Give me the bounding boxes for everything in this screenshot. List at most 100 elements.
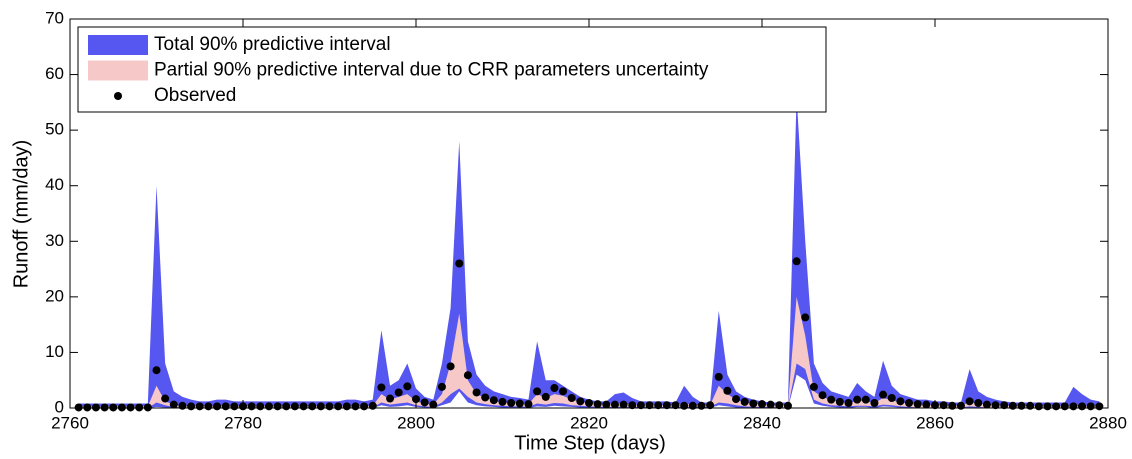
observed-point <box>360 402 369 411</box>
observed-point <box>1026 401 1035 410</box>
observed-point <box>515 399 524 408</box>
y-axis-label: Runoff (mm/day) <box>10 140 32 289</box>
x-tick-label: 2760 <box>51 413 89 432</box>
observed-point <box>325 402 334 411</box>
y-tick-label: 10 <box>45 342 64 361</box>
legend-swatch <box>88 60 148 81</box>
observed-point <box>213 402 222 411</box>
x-tick-label: 2880 <box>1089 413 1127 432</box>
observed-point <box>412 395 420 404</box>
observed-point <box>662 401 671 410</box>
observed-point <box>922 400 931 409</box>
x-axis-label: Time Step (days) <box>514 432 666 454</box>
x-tick-label: 2780 <box>224 413 262 432</box>
observed-point <box>948 401 957 410</box>
legend-label: Total 90% predictive interval <box>154 34 391 55</box>
observed-point <box>429 400 438 409</box>
observed-point <box>273 402 282 411</box>
x-tick-label: 2860 <box>916 413 954 432</box>
observed-point <box>1017 401 1026 410</box>
observed-point <box>559 387 568 396</box>
observed-point <box>792 257 801 266</box>
observed-point <box>567 393 576 402</box>
observed-point <box>308 402 317 411</box>
observed-point <box>282 402 291 411</box>
observed-point <box>775 401 784 410</box>
observed-point <box>1043 402 1052 411</box>
observed-point <box>740 397 749 406</box>
observed-point <box>100 403 109 412</box>
observed-point <box>386 394 395 403</box>
observed-point <box>334 402 343 411</box>
observed-point <box>187 402 196 411</box>
y-tick-label: 50 <box>45 120 64 139</box>
observed-point <box>221 402 230 411</box>
legend: Total 90% predictive interval Partial 90%… <box>77 26 827 113</box>
observed-point <box>204 402 213 411</box>
observed-point <box>541 392 550 401</box>
observed-point <box>316 402 325 411</box>
observed-point <box>1052 402 1061 411</box>
observed-point <box>576 397 585 406</box>
observed-point <box>818 391 827 400</box>
observed-point <box>982 400 991 409</box>
x-tick-label: 2800 <box>397 413 435 432</box>
observed-point <box>913 400 922 409</box>
observed-point <box>247 402 256 411</box>
observed-point <box>844 398 853 407</box>
y-tick-label: 60 <box>45 64 64 83</box>
interval-band <box>78 296 1100 408</box>
observed-point <box>394 388 403 397</box>
observed-point <box>290 402 299 411</box>
observed-point <box>463 371 472 380</box>
legend-label: Observed <box>154 85 236 106</box>
observed-point <box>974 398 983 407</box>
y-tick-label: 0 <box>55 397 64 416</box>
observed-point <box>636 401 645 410</box>
observed-point <box>749 399 758 408</box>
observed-point <box>83 403 92 412</box>
observed-point <box>117 403 126 412</box>
interval-band <box>78 96 1100 409</box>
observed-point <box>178 401 187 410</box>
y-tick-label: 20 <box>45 286 64 305</box>
observed-point <box>264 402 273 411</box>
observed-point <box>1095 402 1104 411</box>
y-tick-label: 30 <box>45 231 64 250</box>
observed-point <box>135 403 144 412</box>
x-tick-label: 2840 <box>743 413 781 432</box>
observed-point <box>602 400 611 409</box>
observed-point <box>956 401 965 410</box>
observed-point <box>1008 401 1017 410</box>
observed-point <box>887 393 896 402</box>
observed-point <box>455 259 464 268</box>
observed-point <box>91 403 100 412</box>
observed-point <box>126 403 135 412</box>
observed-point <box>342 402 351 411</box>
observed-point <box>1086 402 1095 411</box>
observed-point <box>550 383 559 392</box>
observed-point <box>654 401 663 410</box>
observed-point <box>835 397 844 406</box>
legend-marker <box>114 92 122 100</box>
legend-swatch <box>88 35 148 55</box>
observed-point <box>697 401 706 410</box>
observed-point <box>706 401 715 410</box>
observed-point <box>680 401 689 410</box>
observed-point <box>853 395 862 404</box>
observed-point <box>169 400 178 409</box>
observed-point <box>109 403 118 412</box>
observed-point <box>688 401 697 410</box>
observed-point <box>1000 401 1009 410</box>
observed-point <box>489 396 498 405</box>
observed-point <box>610 400 619 409</box>
observed-point <box>593 400 602 409</box>
observed-point <box>74 403 83 412</box>
observed-point <box>766 400 775 409</box>
observed-point <box>732 395 741 404</box>
observed-point <box>152 366 161 375</box>
observed-point <box>481 393 490 402</box>
observed-point <box>801 313 810 322</box>
observed-point <box>256 402 265 411</box>
observed-point <box>714 372 723 381</box>
